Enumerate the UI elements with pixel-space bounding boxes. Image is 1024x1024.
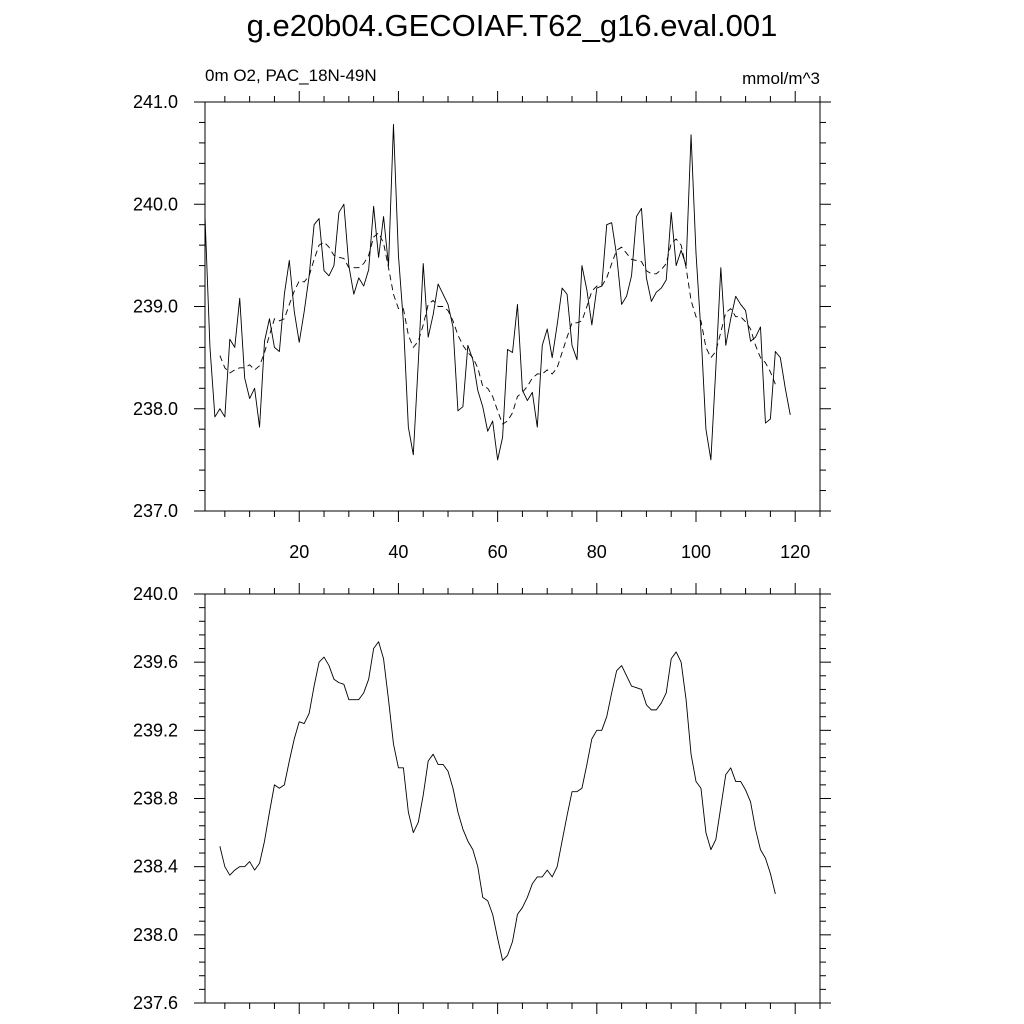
x-tick-label: 120 [780,542,810,562]
x-tick-label: 100 [681,542,711,562]
x-tick-label: 60 [488,542,508,562]
x-ticks [224,583,821,1014]
y-ticks [194,593,831,1004]
y-tick-label: 240.0 [133,584,178,604]
y-tick-label: 239.0 [133,297,178,317]
y-tick-label: 239.6 [133,652,178,672]
series-line-dashed [219,232,776,425]
y-tick-label: 237.0 [133,501,178,521]
series-line [204,124,791,461]
x-tick-label: 20 [289,542,309,562]
bottom-chart: 237.6 238.0 238.4 238.8 239.2 239.6 240.0 [133,583,831,1014]
y-tick-label: 237.6 [133,993,178,1013]
top-chart: 20 40 60 80 100 120 237.0 238.0 239.0 240.0 241.0 [133,91,831,562]
series-line [219,641,776,961]
y-tick-label: 238.4 [133,857,178,877]
x-tick-label: 40 [388,542,408,562]
units-label: mmol/m^3 [742,69,820,88]
y-tick-label: 240.0 [133,194,178,214]
variable-region-label: 0m O2, PAC_18N-49N [205,66,377,85]
y-ticks [194,101,831,512]
y-tick-label: 238.8 [133,789,178,809]
y-tick-label: 241.0 [133,92,178,112]
x-ticks [224,91,821,522]
y-tick-label: 238.0 [133,399,178,419]
y-tick-label: 238.0 [133,925,178,945]
plot-frame [204,101,821,512]
x-tick-label: 80 [587,542,607,562]
y-tick-label: 239.2 [133,720,178,740]
page-title: g.e20b04.GECOIAF.T62_g16.eval.001 [246,8,778,43]
